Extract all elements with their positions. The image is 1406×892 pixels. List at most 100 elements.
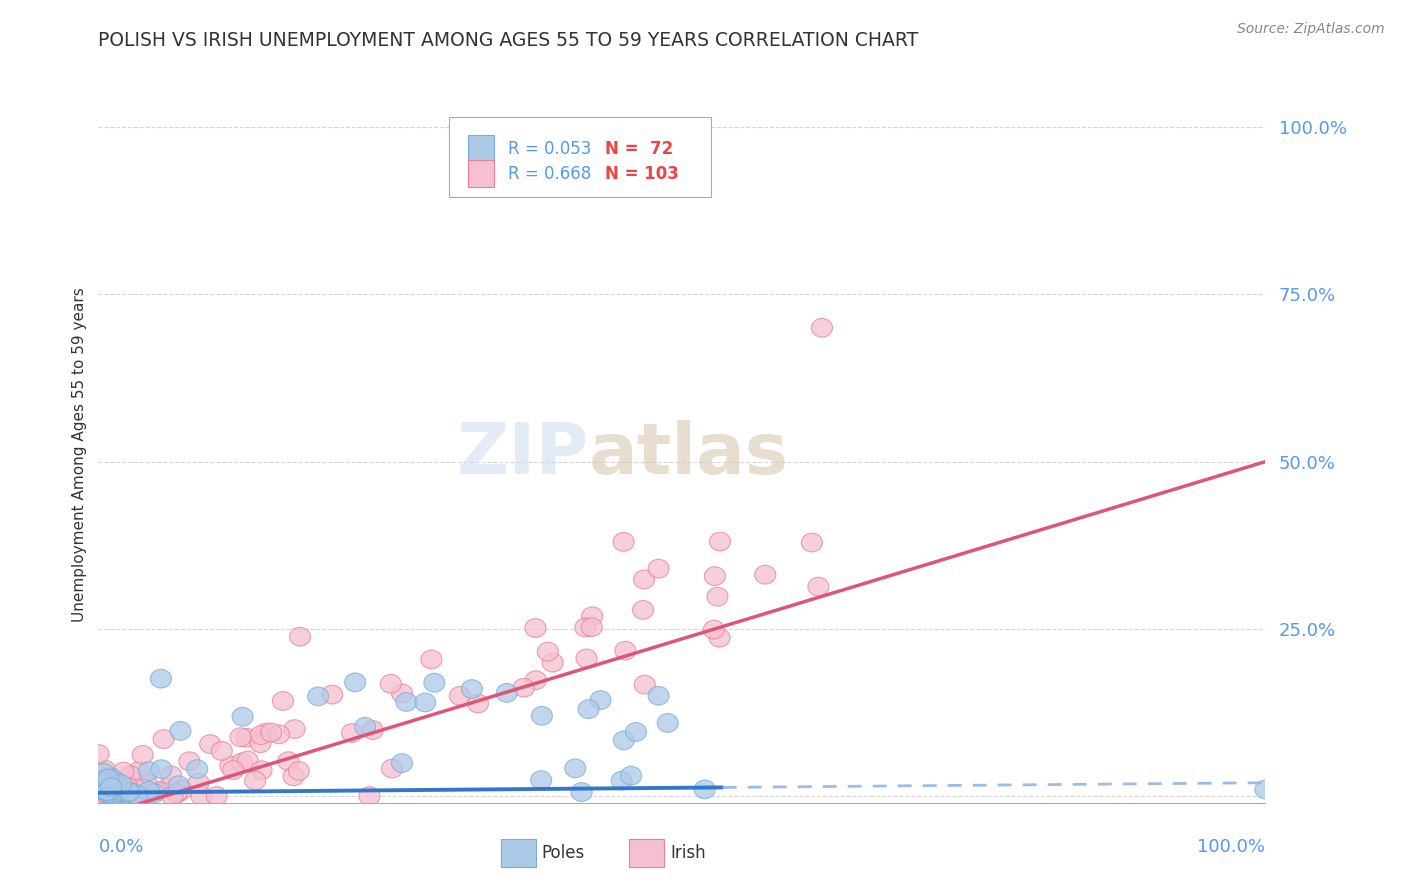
- Ellipse shape: [110, 782, 131, 801]
- Ellipse shape: [582, 607, 603, 625]
- Ellipse shape: [250, 734, 271, 753]
- Ellipse shape: [94, 786, 115, 805]
- Ellipse shape: [565, 759, 586, 778]
- Ellipse shape: [89, 784, 110, 803]
- Ellipse shape: [187, 760, 208, 779]
- Ellipse shape: [94, 780, 115, 799]
- Ellipse shape: [188, 773, 209, 792]
- Ellipse shape: [524, 619, 546, 638]
- Ellipse shape: [127, 780, 148, 798]
- Ellipse shape: [128, 762, 149, 780]
- Ellipse shape: [283, 767, 304, 786]
- Ellipse shape: [98, 779, 120, 797]
- Ellipse shape: [89, 775, 110, 794]
- Ellipse shape: [162, 787, 183, 805]
- Ellipse shape: [118, 786, 139, 805]
- Ellipse shape: [238, 751, 259, 770]
- Ellipse shape: [93, 778, 114, 797]
- Ellipse shape: [103, 784, 122, 803]
- Ellipse shape: [127, 785, 148, 804]
- Ellipse shape: [391, 754, 412, 772]
- Ellipse shape: [634, 570, 655, 589]
- Ellipse shape: [423, 673, 444, 692]
- Ellipse shape: [381, 674, 401, 693]
- Ellipse shape: [612, 772, 633, 790]
- Ellipse shape: [613, 731, 634, 749]
- Ellipse shape: [97, 779, 118, 797]
- Ellipse shape: [620, 766, 641, 785]
- Ellipse shape: [256, 723, 277, 742]
- Ellipse shape: [191, 787, 212, 805]
- Ellipse shape: [634, 675, 655, 694]
- Ellipse shape: [90, 780, 110, 799]
- Ellipse shape: [172, 780, 193, 799]
- Ellipse shape: [581, 618, 602, 637]
- Ellipse shape: [222, 761, 243, 780]
- Ellipse shape: [614, 641, 636, 660]
- Ellipse shape: [103, 786, 124, 805]
- Ellipse shape: [90, 785, 111, 804]
- Ellipse shape: [273, 691, 294, 710]
- Ellipse shape: [150, 669, 172, 688]
- Ellipse shape: [811, 318, 832, 337]
- Ellipse shape: [120, 782, 141, 801]
- Ellipse shape: [97, 769, 118, 788]
- Ellipse shape: [231, 728, 252, 747]
- Text: R = 0.668: R = 0.668: [508, 164, 592, 183]
- Ellipse shape: [179, 752, 200, 771]
- Ellipse shape: [415, 693, 436, 712]
- FancyBboxPatch shape: [468, 136, 494, 162]
- Ellipse shape: [94, 774, 115, 793]
- Ellipse shape: [252, 761, 271, 780]
- Ellipse shape: [96, 779, 117, 797]
- Ellipse shape: [91, 772, 112, 790]
- Ellipse shape: [657, 714, 678, 732]
- Ellipse shape: [232, 707, 253, 726]
- Ellipse shape: [211, 741, 232, 760]
- Ellipse shape: [290, 627, 311, 646]
- Ellipse shape: [89, 785, 108, 804]
- Ellipse shape: [250, 726, 271, 745]
- Ellipse shape: [207, 787, 228, 805]
- Ellipse shape: [112, 763, 134, 781]
- Ellipse shape: [94, 761, 115, 780]
- Text: R = 0.053: R = 0.053: [508, 140, 592, 158]
- Ellipse shape: [103, 782, 124, 801]
- Ellipse shape: [120, 766, 141, 785]
- Ellipse shape: [90, 786, 111, 805]
- Ellipse shape: [104, 786, 125, 805]
- Ellipse shape: [107, 785, 128, 804]
- Ellipse shape: [101, 787, 121, 805]
- Ellipse shape: [359, 787, 380, 805]
- Ellipse shape: [90, 785, 110, 804]
- Text: N =  72: N = 72: [605, 140, 673, 158]
- Ellipse shape: [342, 723, 363, 742]
- Ellipse shape: [104, 772, 125, 790]
- FancyBboxPatch shape: [449, 118, 711, 197]
- Ellipse shape: [122, 786, 143, 805]
- Ellipse shape: [97, 768, 118, 787]
- FancyBboxPatch shape: [501, 839, 536, 867]
- Ellipse shape: [1256, 780, 1275, 799]
- Ellipse shape: [450, 687, 471, 706]
- Ellipse shape: [322, 685, 343, 704]
- Ellipse shape: [104, 782, 125, 801]
- Ellipse shape: [166, 784, 187, 803]
- Ellipse shape: [269, 725, 290, 744]
- Ellipse shape: [90, 779, 111, 797]
- Ellipse shape: [200, 735, 221, 754]
- Ellipse shape: [136, 774, 157, 793]
- Ellipse shape: [648, 687, 669, 705]
- Ellipse shape: [115, 785, 136, 804]
- Ellipse shape: [392, 684, 412, 703]
- Ellipse shape: [704, 566, 725, 585]
- Ellipse shape: [101, 776, 122, 795]
- Ellipse shape: [707, 587, 728, 606]
- Ellipse shape: [167, 784, 187, 803]
- Ellipse shape: [111, 781, 132, 800]
- Ellipse shape: [801, 533, 823, 552]
- Ellipse shape: [613, 533, 634, 551]
- Ellipse shape: [157, 779, 179, 797]
- Ellipse shape: [117, 778, 138, 797]
- Ellipse shape: [363, 721, 384, 739]
